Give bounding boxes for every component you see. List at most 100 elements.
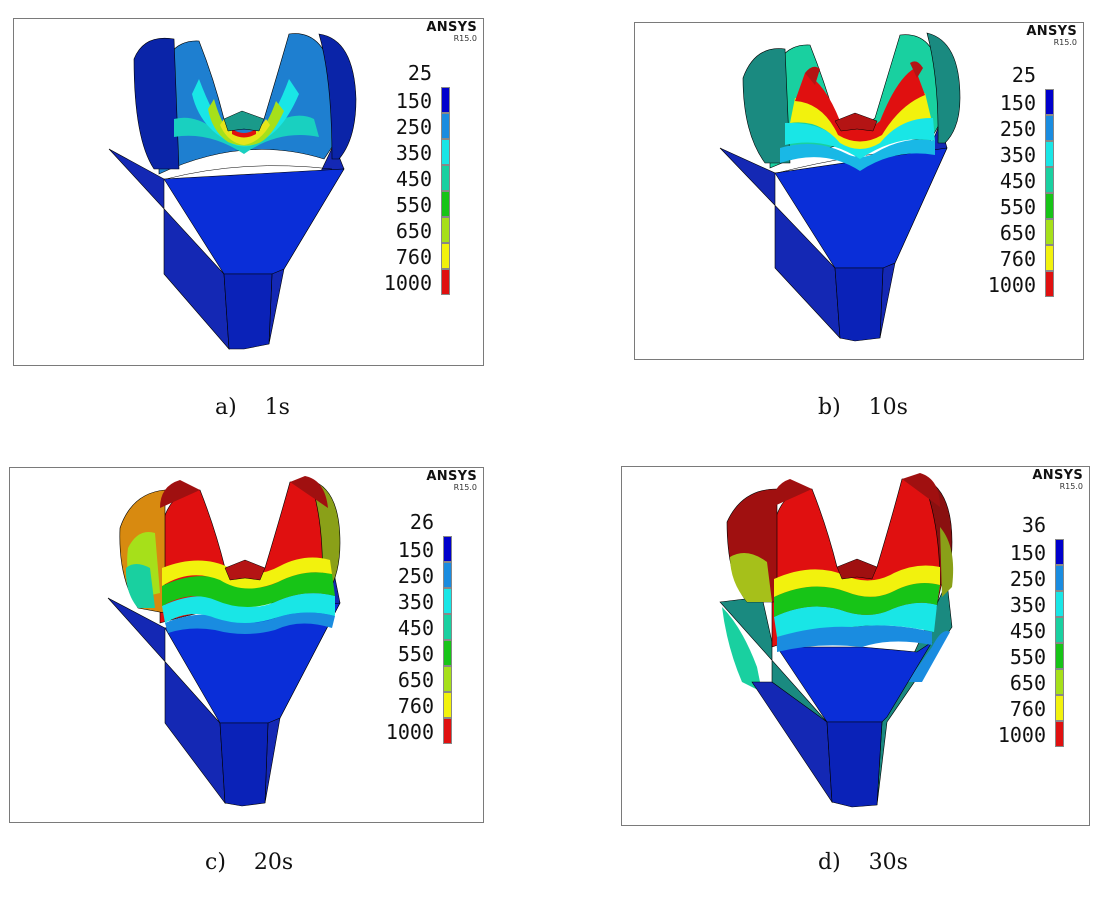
legend-min-value: 25 — [1011, 63, 1036, 87]
caption-c: c) 20s — [205, 850, 294, 875]
legend-row: 150 — [978, 89, 1054, 115]
temperature-contour-model — [108, 33, 357, 350]
legend-row: 250 — [376, 562, 452, 588]
legend-color-swatch — [443, 614, 452, 640]
brand-version: R15.0 — [1059, 482, 1083, 491]
brand-name: ANSYS — [1026, 24, 1077, 39]
legend-color-swatch — [1055, 643, 1064, 669]
legend-row: 1000 — [988, 721, 1064, 747]
brand-version: R15.0 — [1053, 38, 1077, 47]
legend-row: 550 — [376, 640, 452, 666]
legend-row: 350 — [978, 141, 1054, 167]
legend-color-swatch — [1055, 591, 1064, 617]
legend-row: 350 — [988, 591, 1064, 617]
legend-color-swatch — [443, 536, 452, 562]
legend-level-label: 650 — [1009, 671, 1046, 695]
legend-row: 450 — [988, 617, 1064, 643]
temperature-contour-model — [719, 32, 961, 342]
brand-name: ANSYS — [1032, 468, 1083, 483]
legend-level-label: 450 — [999, 169, 1036, 193]
legend-row: 250 — [374, 113, 450, 139]
legend-color-swatch — [441, 243, 450, 269]
brand-version: R15.0 — [453, 483, 477, 492]
legend-level-label: 650 — [397, 668, 434, 692]
legend-min-value: 26 — [409, 510, 434, 534]
legend-color-swatch — [1045, 89, 1054, 115]
legend-row: 450 — [376, 614, 452, 640]
legend-color-swatch — [443, 718, 452, 744]
legend-level-label: 250 — [397, 564, 434, 588]
legend-level-label: 1000 — [385, 720, 434, 744]
legend-row: 550 — [988, 643, 1064, 669]
legend-row: 760 — [978, 245, 1054, 271]
legend-row: 650 — [374, 217, 450, 243]
legend-level-label: 1000 — [987, 273, 1036, 297]
temperature-contour-model — [719, 473, 954, 808]
legend-color-swatch — [1055, 721, 1064, 747]
legend-row: 550 — [374, 191, 450, 217]
legend-level-label: 450 — [395, 167, 432, 191]
legend-row: 1000 — [374, 269, 450, 295]
legend-min-value: 25 — [407, 61, 432, 85]
ansys-brand: ANSYS R15.0 — [1032, 469, 1083, 491]
legend-color-swatch — [1055, 539, 1064, 565]
legend-color-swatch — [1045, 245, 1054, 271]
legend-color-swatch — [443, 588, 452, 614]
brand-version: R15.0 — [453, 34, 477, 43]
caption-d: d) 30s — [818, 850, 908, 875]
legend-level-label: 250 — [395, 115, 432, 139]
legend-color-swatch — [1045, 141, 1054, 167]
legend-level-label: 450 — [397, 616, 434, 640]
legend-color-swatch — [443, 692, 452, 718]
brand-name: ANSYS — [426, 469, 477, 484]
legend-color-swatch — [441, 269, 450, 295]
contour-panel-a: ANSYS R15.0 25 150 250 350 450 550 650 760 1000 — [13, 18, 484, 366]
legend-color-swatch — [441, 113, 450, 139]
legend-row: 150 — [374, 87, 450, 113]
legend-row: 350 — [374, 139, 450, 165]
legend-level-label: 450 — [1009, 619, 1046, 643]
legend-level-label: 150 — [395, 89, 432, 113]
legend-level-label: 550 — [1009, 645, 1046, 669]
legend-color-swatch — [441, 191, 450, 217]
legend-level-label: 760 — [999, 247, 1036, 271]
legend-row: 150 — [376, 536, 452, 562]
legend-level-label: 760 — [397, 694, 434, 718]
legend-row: 760 — [374, 243, 450, 269]
legend-color-swatch — [1045, 271, 1054, 297]
legend-level-label: 250 — [999, 117, 1036, 141]
legend-level-label: 150 — [1009, 541, 1046, 565]
legend-level-label: 350 — [397, 590, 434, 614]
legend-row: 250 — [988, 565, 1064, 591]
legend-level-label: 760 — [1009, 697, 1046, 721]
legend-color-swatch — [443, 666, 452, 692]
legend-row: 1000 — [978, 271, 1054, 297]
ansys-brand: ANSYS R15.0 — [426, 470, 477, 492]
legend-row: 250 — [978, 115, 1054, 141]
caption-a: a) 1s — [215, 395, 290, 420]
legend-color-swatch — [1045, 219, 1054, 245]
legend-level-label: 550 — [397, 642, 434, 666]
legend-level-label: 650 — [999, 221, 1036, 245]
legend-row: 650 — [978, 219, 1054, 245]
legend-color-swatch — [1055, 695, 1064, 721]
legend-level-label: 350 — [395, 141, 432, 165]
legend-color-swatch — [1045, 115, 1054, 141]
temperature-contour-model — [107, 476, 341, 807]
legend-row: 760 — [988, 695, 1064, 721]
legend-color-swatch — [443, 562, 452, 588]
legend-color-swatch — [443, 640, 452, 666]
legend-level-label: 1000 — [383, 271, 432, 295]
legend-color-swatch — [441, 217, 450, 243]
legend-level-label: 250 — [1009, 567, 1046, 591]
contour-panel-b: ANSYS R15.0 25 150 250 350 450 550 650 760 1000 — [634, 22, 1084, 360]
legend-color-swatch — [1045, 167, 1054, 193]
ansys-brand: ANSYS R15.0 — [426, 21, 477, 43]
legend-level-label: 550 — [999, 195, 1036, 219]
legend-row: 760 — [376, 692, 452, 718]
legend-row: 150 — [988, 539, 1064, 565]
legend-level-label: 350 — [999, 143, 1036, 167]
legend-row: 1000 — [376, 718, 452, 744]
brand-name: ANSYS — [426, 20, 477, 35]
legend-color-swatch — [1055, 565, 1064, 591]
